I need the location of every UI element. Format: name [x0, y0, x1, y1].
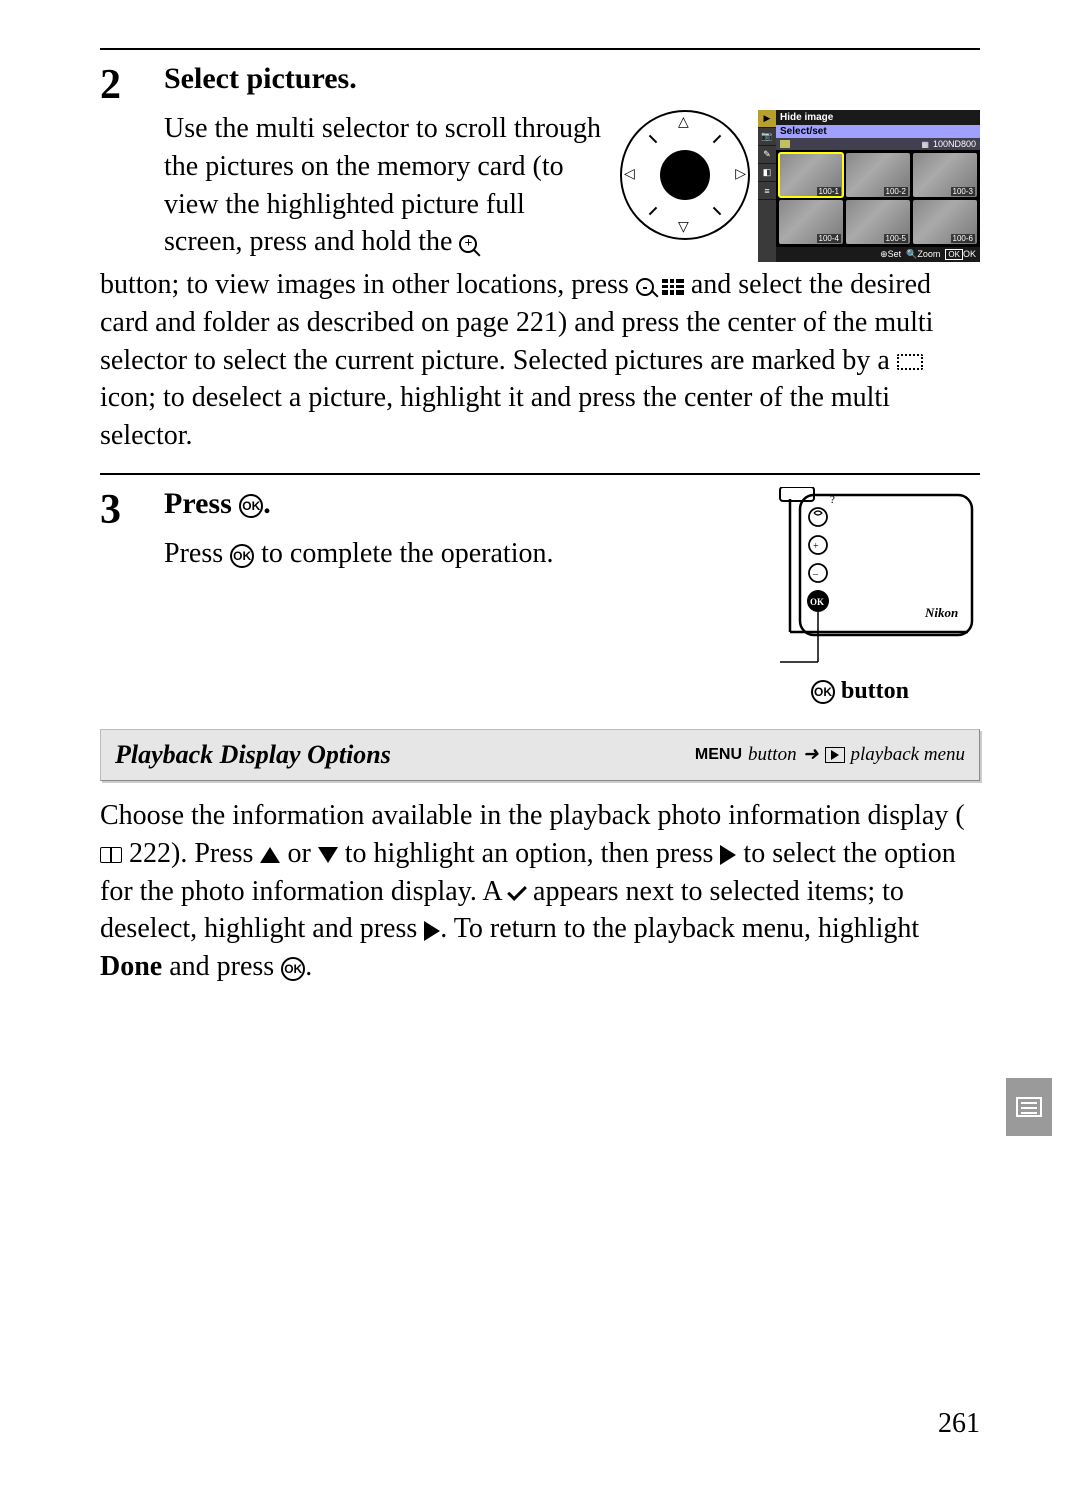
playback-menu-icon: [825, 747, 845, 763]
zoom-out-icon: [636, 278, 659, 296]
thumbnail: 100-2: [846, 153, 910, 197]
step2-text-continued: button; to view images in other location…: [100, 266, 980, 455]
down-arrow-icon: [318, 847, 338, 863]
step2-text-left: Use the multi selector to scroll through…: [164, 110, 602, 261]
page-reference-icon: [100, 847, 122, 863]
multi-selector-diagram: △ ▽ ◁ ▷: [620, 110, 750, 240]
svg-text:OK: OK: [810, 597, 824, 607]
thumbnail: 100-5: [846, 200, 910, 244]
side-tab-icon: [1006, 1078, 1052, 1136]
text: Use the multi selector to scroll through…: [164, 113, 601, 257]
up-arrow-icon: [260, 847, 280, 863]
lcd-tab-menu-icon: ≡: [758, 182, 776, 200]
step-body: Select pictures. Use the multi selector …: [164, 62, 980, 455]
step-3: 3 Press OK. Press OK to complete the ope…: [100, 487, 980, 705]
top-rule: [100, 48, 980, 50]
thumbnail: 100-6: [913, 200, 977, 244]
section-header-bar: Playback Display Options MENU button ➜ p…: [100, 729, 980, 781]
section-title: Playback Display Options: [115, 740, 391, 770]
manual-page: 2 Select pictures. Use the multi selecto…: [0, 0, 1080, 1486]
lcd-folder-bar: ▦ 100ND800: [776, 138, 980, 150]
lcd-sidebar: ▶ 📷 ✎ ◧ ≡: [758, 110, 776, 262]
thumbnail-grid-icon: [662, 279, 684, 295]
section-hint: MENU button ➜ playback menu: [695, 743, 965, 766]
svg-text:?: ?: [830, 494, 835, 506]
done-label: Done: [100, 951, 162, 982]
lcd-tab-retouch-icon: ◧: [758, 164, 776, 182]
ok-icon: OK: [281, 957, 305, 981]
lcd-footer: ⊕Set 🔍Zoom OKOK: [776, 247, 980, 262]
check-icon: [507, 881, 527, 901]
camera-diagram: Nikon ? + – OK: [740, 487, 980, 705]
step3-text: Press OK to complete the operation.: [164, 535, 722, 573]
lcd-tab-pencil-icon: ✎: [758, 146, 776, 164]
brand-label: Nikon: [924, 605, 958, 620]
step2-figures: △ ▽ ◁ ▷ ▶ 📷 ✎: [620, 110, 980, 262]
thumbnail: 100-4: [779, 200, 843, 244]
zoom-in-icon: [459, 235, 477, 253]
lcd-subtitle: Select/set: [776, 125, 980, 138]
ok-icon: OK: [239, 494, 263, 518]
mid-rule: [100, 473, 980, 475]
ok-icon: OK: [230, 544, 254, 568]
lcd-thumbnail-grid: 100-1 100-2 100-3 100-4 100-5 100-6: [776, 150, 980, 247]
thumbnail: 100-1: [779, 153, 843, 197]
step-body: Press OK. Press OK to complete the opera…: [164, 487, 980, 705]
step-number: 3: [100, 487, 146, 705]
right-arrow-icon: [424, 921, 440, 941]
page-number: 261: [938, 1408, 980, 1440]
lcd-tab-camera-icon: 📷: [758, 128, 776, 146]
hide-marker-icon: [897, 354, 919, 370]
step-title: Select pictures.: [164, 62, 980, 96]
arrow-icon: ➜: [803, 743, 819, 766]
step2-row: Use the multi selector to scroll through…: [164, 110, 980, 262]
ok-icon: OK: [811, 680, 835, 704]
lcd-folder-name: 100ND800: [933, 139, 976, 149]
camera-lcd-screenshot: ▶ 📷 ✎ ◧ ≡ Hide image Select/set: [758, 110, 980, 262]
card-icon: [780, 140, 790, 148]
svg-text:–: –: [812, 569, 819, 580]
step-2: 2 Select pictures. Use the multi selecto…: [100, 62, 980, 455]
camera-caption: OK button: [740, 678, 980, 705]
step-title: Press OK.: [164, 487, 722, 521]
right-arrow-icon: [720, 845, 736, 865]
lcd-tab-playback-icon: ▶: [758, 110, 776, 128]
thumbnail: 100-3: [913, 153, 977, 197]
lcd-title: Hide image: [776, 110, 980, 125]
menu-button-label: MENU: [695, 746, 742, 764]
svg-text:+: +: [813, 541, 819, 552]
text: button; to view images in other location…: [100, 269, 636, 300]
text: icon; to deselect a picture, highlight i…: [100, 382, 890, 451]
playback-options-text: Choose the information available in the …: [100, 797, 980, 986]
